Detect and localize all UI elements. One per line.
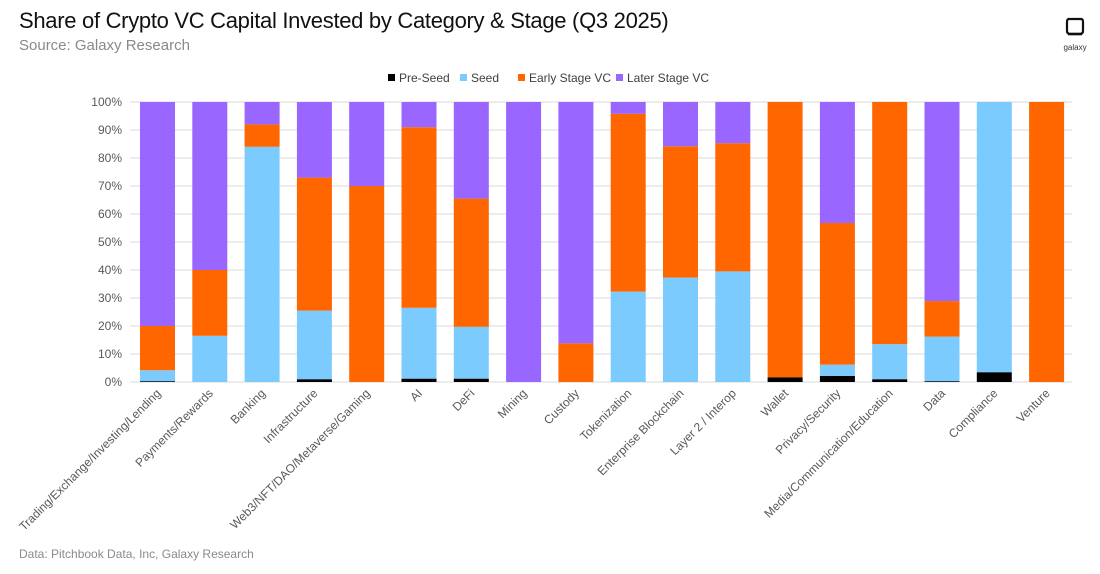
- x-tick-label: Banking: [228, 386, 269, 427]
- x-tick-label: Enterprise Blockchain: [595, 386, 687, 478]
- bar-segment-pre-seed: [767, 377, 803, 382]
- galaxy-logo-icon: [1065, 17, 1085, 36]
- bar-segment-later-stage-vc: [558, 102, 594, 344]
- bar-segment-seed: [976, 102, 1012, 373]
- bar-segment-early-stage-vc: [1029, 102, 1065, 382]
- bar-segment-seed: [819, 364, 855, 376]
- y-tick-label: 0%: [105, 375, 123, 389]
- bar-segment-later-stage-vc: [663, 102, 698, 147]
- x-tick-label: Tokenization: [577, 386, 634, 443]
- bar-segment-early-stage-vc: [767, 102, 803, 378]
- bar-segment-later-stage-vc: [140, 102, 175, 326]
- bar-segment-early-stage-vc: [140, 326, 175, 371]
- bar-segment-seed: [401, 307, 437, 379]
- bar-segment-early-stage-vc: [663, 146, 698, 278]
- bar-segment-early-stage-vc: [872, 102, 908, 345]
- bar-segment-pre-seed: [401, 378, 437, 382]
- bar-segment-early-stage-vc: [244, 124, 280, 147]
- bar-segment-early-stage-vc: [453, 198, 489, 327]
- bar-segment-seed: [453, 326, 489, 379]
- bar-segment-pre-seed: [819, 375, 855, 382]
- bar-segment-early-stage-vc: [610, 113, 646, 292]
- bar-segment-early-stage-vc: [296, 177, 332, 311]
- bar-segment-later-stage-vc: [296, 102, 332, 178]
- bar-segment-seed: [140, 370, 175, 382]
- legend-swatch: [616, 74, 623, 81]
- bar-segment-seed: [296, 310, 332, 380]
- legend-label: Seed: [471, 71, 499, 85]
- x-tick-label: Venture: [1014, 386, 1053, 425]
- legend-swatch: [388, 74, 395, 81]
- y-tick-label: 50%: [98, 235, 122, 249]
- bar-segment-seed: [715, 271, 751, 382]
- bar-segment-early-stage-vc: [819, 222, 855, 365]
- bar-segment-seed: [872, 344, 908, 380]
- bar-segment-pre-seed: [453, 378, 489, 382]
- y-tick-label: 70%: [98, 179, 122, 193]
- x-tick-label: Wallet: [758, 386, 792, 420]
- bar-segment-later-stage-vc: [244, 102, 280, 125]
- y-tick-label: 60%: [98, 207, 122, 221]
- bar-segment-early-stage-vc: [192, 270, 228, 336]
- y-tick-label: 40%: [98, 263, 122, 277]
- logo-text: galaxy: [1063, 43, 1087, 52]
- legend-swatch: [460, 74, 467, 81]
- y-tick-label: 20%: [98, 319, 122, 333]
- bar-segment-later-stage-vc: [401, 102, 437, 128]
- bar-segment-later-stage-vc: [349, 102, 385, 186]
- chart-subtitle: Source: Galaxy Research: [19, 37, 190, 54]
- bar-segment-seed: [663, 277, 698, 382]
- bar-segment-pre-seed: [872, 379, 908, 382]
- y-tick-label: 100%: [91, 95, 122, 109]
- galaxy-logo: galaxy: [1060, 16, 1090, 52]
- x-tick-label: AI: [407, 386, 425, 404]
- legend-label: Later Stage VC: [627, 71, 709, 85]
- bar-segment-early-stage-vc: [349, 186, 385, 382]
- bar-segment-early-stage-vc: [924, 301, 960, 337]
- bar-segment-early-stage-vc: [401, 127, 437, 308]
- bar-segment-pre-seed: [296, 379, 332, 382]
- bar-segment-pre-seed: [976, 372, 1012, 382]
- x-tick-label: Compliance: [946, 386, 1001, 441]
- bar-segment-later-stage-vc: [819, 102, 855, 223]
- chart-title: Share of Crypto VC Capital Invested by C…: [19, 8, 669, 33]
- bar-segment-pre-seed: [140, 381, 175, 382]
- footer-source: Data: Pitchbook Data, Inc, Galaxy Resear…: [19, 547, 254, 561]
- bar-segment-later-stage-vc: [924, 102, 960, 302]
- x-tick-label: Mining: [495, 386, 530, 421]
- y-tick-label: 80%: [98, 151, 122, 165]
- legend-swatch: [518, 74, 525, 81]
- bar-segment-pre-seed: [924, 381, 960, 382]
- bar-segment-seed: [924, 336, 960, 382]
- y-tick-label: 90%: [98, 123, 122, 137]
- bar-segment-seed: [244, 146, 280, 382]
- bar-segment-later-stage-vc: [506, 102, 542, 382]
- legend-label: Pre-Seed: [399, 71, 450, 85]
- x-tick-label: DeFi: [450, 386, 478, 414]
- x-tick-label: Custody: [541, 386, 582, 427]
- bar-segment-seed: [192, 335, 228, 382]
- y-tick-label: 10%: [98, 347, 122, 361]
- bar-segment-seed: [610, 291, 646, 382]
- bar-segment-early-stage-vc: [558, 343, 594, 382]
- bar-segment-later-stage-vc: [192, 102, 228, 270]
- legend-label: Early Stage VC: [529, 71, 611, 85]
- y-tick-label: 30%: [98, 291, 122, 305]
- bar-segment-later-stage-vc: [715, 102, 751, 144]
- bar-segment-later-stage-vc: [453, 102, 489, 199]
- bar-segment-early-stage-vc: [715, 143, 751, 272]
- x-tick-label: Data: [920, 386, 948, 414]
- bar-segment-later-stage-vc: [610, 102, 646, 114]
